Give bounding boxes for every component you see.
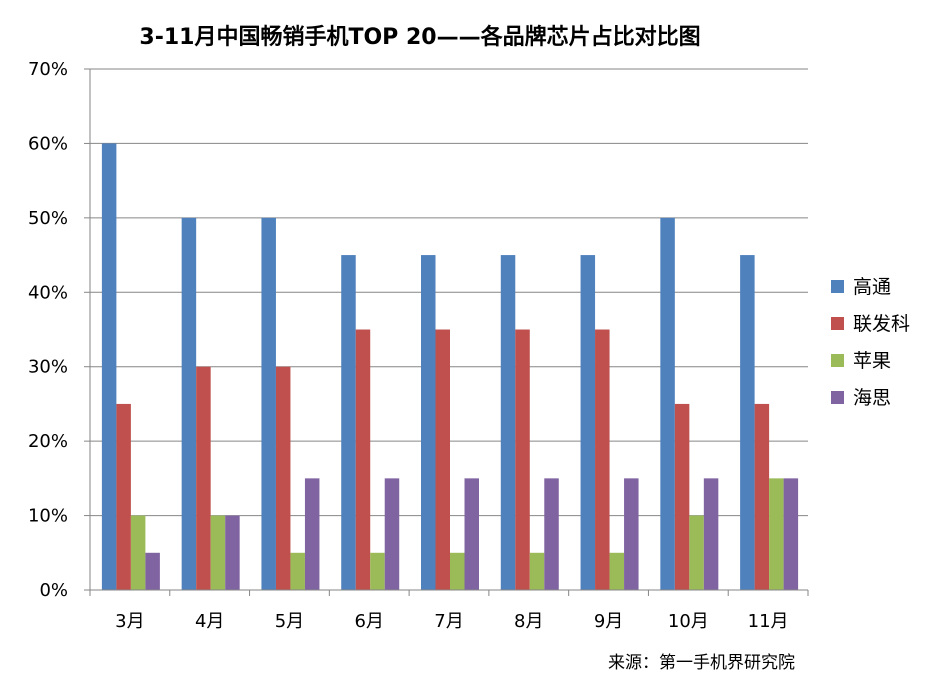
y-tick-label: 10% — [28, 506, 68, 527]
bar-1-6 — [500, 255, 516, 591]
x-tick-label: 4月 — [195, 611, 224, 632]
bar-4-5 — [464, 478, 479, 590]
bar-1-4 — [341, 255, 356, 591]
bar-3-6 — [529, 552, 545, 590]
y-tick-label: 0% — [39, 580, 68, 601]
bar-3-4 — [370, 552, 385, 590]
bar-2-7 — [595, 329, 610, 590]
bar-1-1 — [101, 143, 117, 590]
bar-4-1 — [145, 552, 160, 590]
bar-3-1 — [130, 515, 146, 590]
bar-2-6 — [515, 329, 530, 590]
y-tick-label: 50% — [28, 208, 68, 229]
x-tick-label: 3月 — [115, 611, 144, 632]
bar-4-9 — [783, 478, 799, 590]
bar-2-1 — [116, 403, 131, 590]
bar-1-3 — [261, 217, 276, 590]
bar-4-2 — [225, 515, 240, 590]
legend-swatch — [831, 354, 844, 367]
bar-3-5 — [450, 552, 465, 590]
y-tick-label: 20% — [28, 431, 68, 452]
y-tick-label: 60% — [28, 133, 68, 154]
bar-2-5 — [435, 329, 450, 590]
bar-4-6 — [544, 478, 559, 590]
x-tick-label: 11月 — [748, 611, 789, 632]
x-tick-label: 7月 — [434, 611, 463, 632]
source-note: 来源：第一手机界研究院 — [608, 653, 795, 673]
bar-4-4 — [384, 478, 400, 590]
bar-4-7 — [624, 478, 639, 590]
x-tick-label: 6月 — [354, 611, 383, 632]
x-tick-label: 10月 — [668, 611, 709, 632]
legend-label: 联发科 — [853, 313, 910, 335]
bar-4-8 — [703, 478, 719, 590]
legend-swatch — [831, 391, 844, 404]
bar-3-3 — [290, 552, 305, 590]
bar-2-3 — [275, 366, 291, 590]
x-tick-label: 8月 — [514, 611, 543, 632]
bar-1-9 — [740, 255, 755, 591]
bar-1-2 — [181, 217, 197, 590]
bar-3-8 — [689, 515, 704, 590]
bar-2-8 — [674, 403, 690, 590]
legend-label: 苹果 — [853, 350, 891, 372]
bar-3-9 — [769, 478, 784, 590]
y-axis-ticks: 0% 10% 20% 30% 40% 50% 60% 70% — [28, 59, 90, 601]
bars — [101, 143, 799, 591]
x-tick-label: 9月 — [594, 611, 623, 632]
bar-3-7 — [609, 552, 625, 590]
y-tick-label: 30% — [28, 357, 68, 378]
x-axis-ticks: 3月 4月 5月 6月 7月 8月 9月 10月 11月 — [89, 590, 809, 632]
bar-1-5 — [421, 255, 436, 591]
axes — [89, 69, 808, 591]
bar-1-7 — [580, 255, 596, 591]
legend-swatch — [831, 317, 844, 330]
bar-2-4 — [355, 329, 371, 590]
bar-3-2 — [210, 515, 226, 590]
bar-1-8 — [660, 217, 675, 590]
legend-label: 海思 — [853, 387, 891, 409]
x-tick-label: 5月 — [275, 611, 304, 632]
chart-title: 3-11月中国畅销手机TOP 20——各品牌芯片占比对比图 — [139, 24, 700, 50]
legend-label: 高通 — [853, 276, 891, 298]
y-tick-label: 40% — [28, 282, 68, 303]
bar-2-9 — [754, 403, 770, 590]
y-tick-label: 70% — [28, 59, 68, 80]
bar-2-2 — [196, 366, 211, 590]
bar-4-3 — [304, 478, 320, 590]
legend-swatch — [831, 280, 844, 293]
